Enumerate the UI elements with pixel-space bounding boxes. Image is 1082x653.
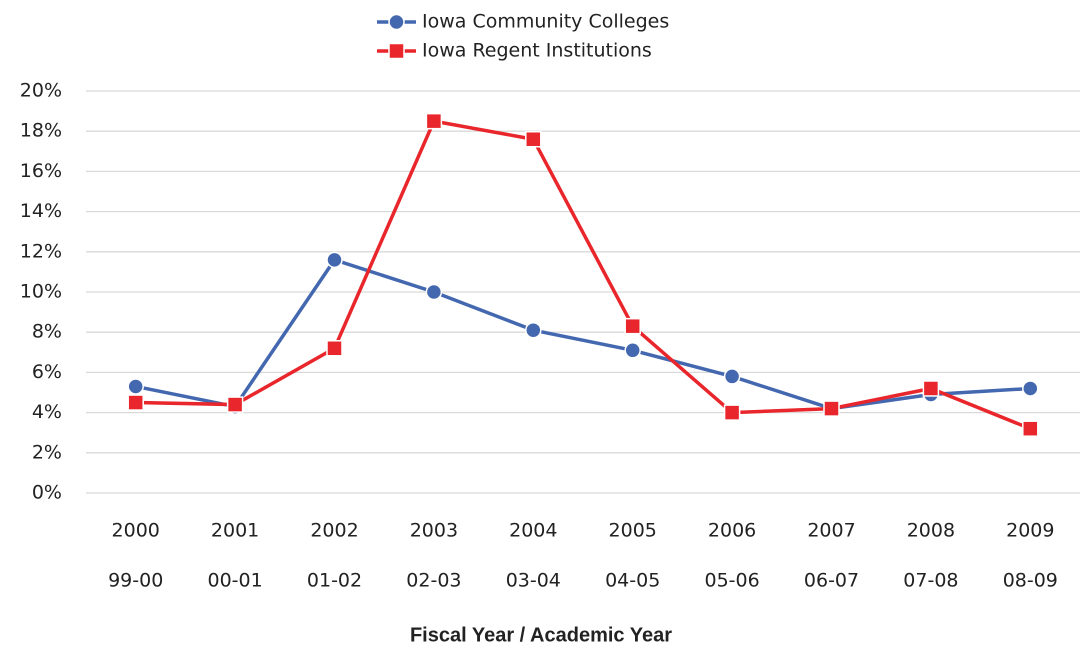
- marker: [1022, 420, 1039, 437]
- x-tick-label: 2004: [509, 520, 557, 542]
- y-tick-label: 18%: [20, 120, 62, 142]
- series-line: [135, 119, 1031, 431]
- y-tick-label: 4%: [32, 401, 62, 423]
- x-tick-label-secondary: 07-08: [903, 570, 958, 592]
- marker: [1022, 380, 1039, 397]
- y-tick-label: 20%: [20, 80, 62, 102]
- x-tick-label-secondary: 08-09: [1003, 570, 1058, 592]
- series-line: [135, 257, 1031, 411]
- legend-marker: [388, 13, 405, 31]
- legend-marker: [388, 42, 405, 60]
- marker: [226, 396, 244, 413]
- x-tick-label-secondary: 03-04: [506, 570, 561, 592]
- y-tick-label: 0%: [32, 482, 62, 504]
- x-tick-label: 2002: [310, 520, 358, 542]
- x-axis-title: Fiscal Year / Academic Year: [410, 624, 672, 646]
- x-tick-label: 2007: [807, 520, 855, 542]
- x-tick-label: 2001: [211, 520, 259, 542]
- marker: [326, 340, 343, 357]
- marker: [723, 368, 741, 385]
- marker: [624, 317, 641, 335]
- x-tick-label: 2005: [609, 520, 657, 542]
- x-tick-label-secondary: 06-07: [804, 570, 859, 592]
- x-tick-label-secondary: 01-02: [307, 570, 362, 592]
- y-tick-label: 6%: [32, 361, 62, 383]
- marker: [525, 321, 542, 339]
- x-tick-label-secondary: 05-06: [704, 570, 759, 592]
- marker: [624, 342, 641, 359]
- legend-label: Iowa Regent Institutions: [422, 40, 652, 62]
- marker: [922, 380, 940, 397]
- y-tick-label: 16%: [20, 160, 62, 182]
- x-tick-label: 2009: [1006, 520, 1054, 542]
- x-tick-label-secondary: 00-01: [207, 570, 262, 592]
- y-tick-label: 12%: [20, 240, 62, 262]
- marker: [326, 251, 343, 269]
- marker: [127, 394, 144, 411]
- y-tick-label: 2%: [32, 441, 62, 463]
- x-tick-label: 2000: [112, 520, 160, 542]
- marker: [823, 400, 840, 417]
- x-tick-label: 2003: [410, 520, 458, 542]
- marker: [425, 112, 443, 130]
- x-tick-label: 2008: [907, 520, 955, 542]
- x-tick-label-secondary: 99-00: [108, 570, 163, 592]
- x-tick-label-secondary: 04-05: [605, 570, 660, 592]
- marker: [723, 404, 741, 421]
- x-tick-label-secondary: 02-03: [406, 570, 461, 592]
- x-tick-label: 2006: [708, 520, 756, 542]
- marker: [425, 283, 443, 301]
- y-tick-label: 14%: [20, 200, 62, 222]
- marker: [127, 378, 144, 395]
- y-tick-label: 8%: [32, 321, 62, 343]
- marker: [525, 130, 542, 148]
- legend-label: Iowa Community Colleges: [422, 11, 669, 33]
- y-tick-label: 10%: [20, 281, 62, 303]
